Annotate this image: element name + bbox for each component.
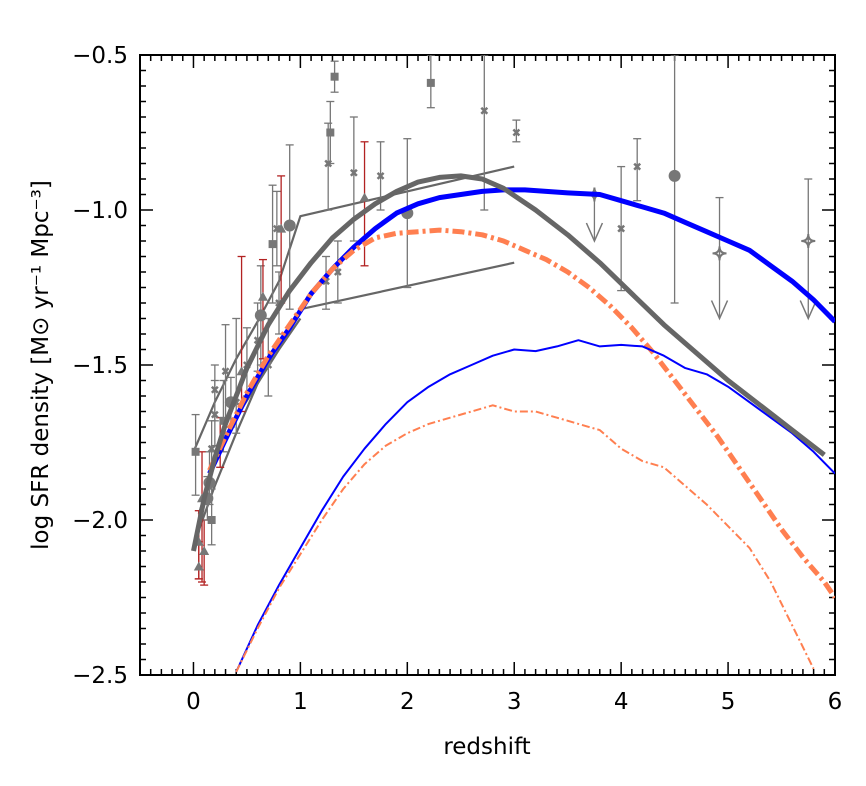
model-line	[207, 187, 835, 475]
x-tick-label: 1	[293, 689, 308, 715]
plot-frame	[139, 54, 836, 676]
cross-marker	[633, 162, 642, 171]
square-marker	[330, 72, 339, 81]
fit-curve	[191, 173, 826, 552]
circle-marker	[254, 309, 267, 322]
model-line	[207, 227, 835, 599]
square-marker	[191, 447, 200, 456]
model-line	[235, 339, 835, 673]
plot-area	[191, 55, 835, 673]
model-line	[235, 404, 815, 673]
y-tick-label: −1.0	[72, 198, 128, 224]
cross-marker	[617, 224, 626, 233]
triangle-marker	[193, 561, 204, 571]
tick-labels: 0 1 2 3 4 5 6 −2.5 −2.0 −1.5 −1.0 −0.5	[72, 43, 842, 715]
square-marker	[219, 416, 228, 425]
cross-marker	[349, 168, 358, 177]
triangle-marker	[276, 223, 287, 233]
axis-ticks	[139, 54, 836, 676]
circle-marker	[283, 219, 296, 232]
cross-marker	[512, 128, 521, 137]
cross-marker	[210, 410, 219, 419]
triangle-marker	[257, 291, 268, 301]
triangle-marker	[359, 192, 370, 202]
x-axis-title: redshift	[443, 734, 530, 760]
y-tick-label: −0.5	[72, 43, 128, 69]
upper-limit-arrow	[799, 300, 817, 321]
cross-marker	[221, 367, 230, 376]
x-tick-label: 5	[721, 689, 736, 715]
x-tick-label: 3	[507, 689, 522, 715]
cross-marker	[210, 385, 219, 394]
triangle-marker	[199, 546, 210, 555]
upper-limit-arrow	[585, 222, 604, 243]
circle-marker	[668, 169, 681, 182]
x-tick-label: 4	[614, 689, 629, 715]
square-marker	[426, 78, 435, 87]
y-tick-label: −1.5	[72, 353, 128, 379]
upper-limit-arrow	[710, 300, 729, 321]
star-marker	[712, 246, 727, 261]
cross-marker	[207, 444, 216, 453]
x-tick-label: 6	[828, 689, 843, 715]
x-tick-label: 2	[400, 689, 415, 715]
square-marker	[207, 516, 216, 524]
x-tick-label: 0	[186, 689, 201, 715]
square-marker	[268, 240, 277, 249]
cross-marker	[480, 106, 489, 115]
y-axis-title: log SFR density [M⊙ yr⁻¹ Mpc⁻³]	[28, 180, 54, 550]
star-marker	[801, 233, 816, 249]
cross-marker	[376, 172, 385, 180]
y-tick-label: −2.5	[72, 663, 128, 689]
cross-marker	[333, 268, 342, 276]
y-tick-label: −2.0	[72, 508, 128, 534]
cross-marker	[324, 159, 333, 168]
square-marker	[326, 128, 335, 137]
